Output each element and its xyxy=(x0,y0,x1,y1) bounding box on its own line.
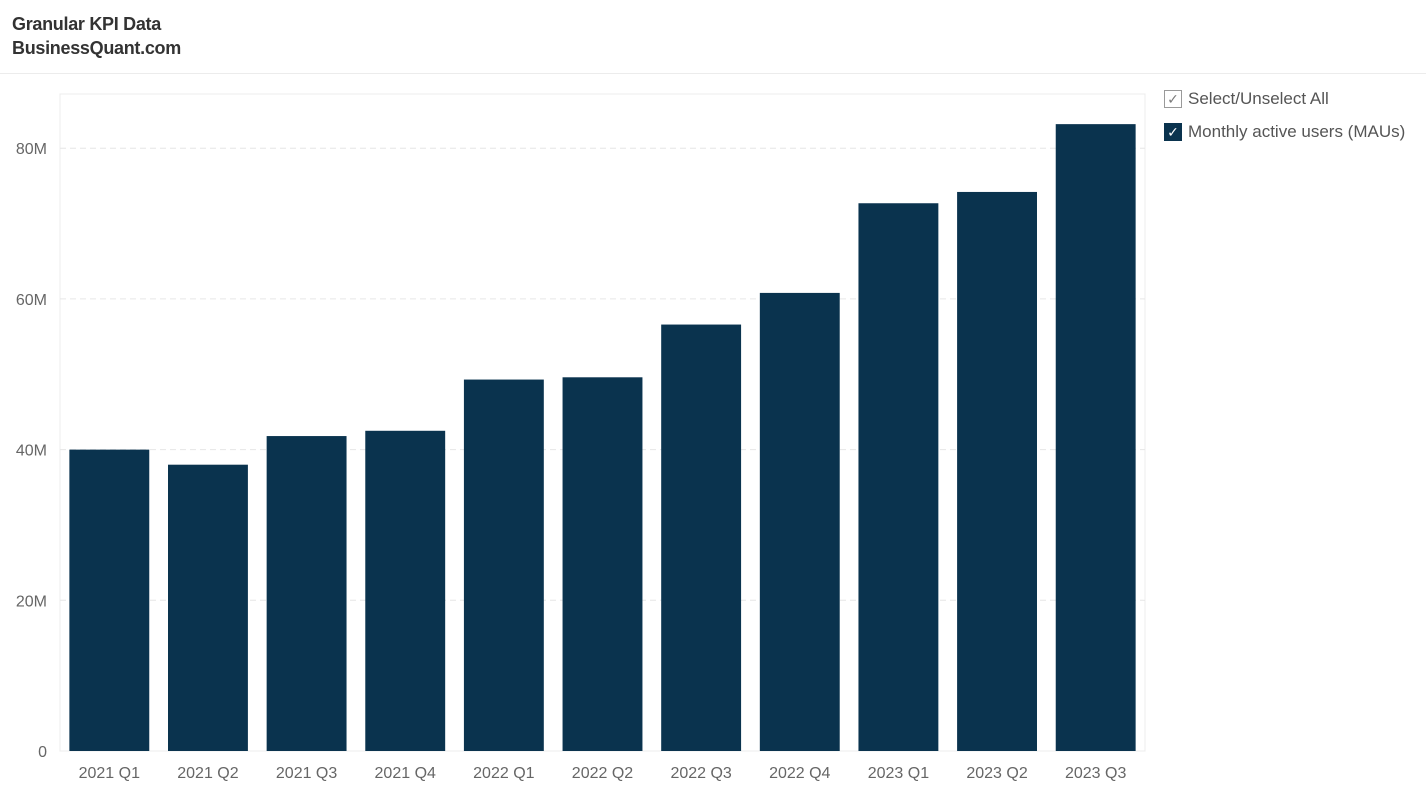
x-tick-label: 2021 Q3 xyxy=(276,765,337,782)
bar xyxy=(661,324,742,751)
bar xyxy=(957,191,1037,751)
x-tick-label: 2022 Q4 xyxy=(769,765,830,782)
bar xyxy=(1055,124,1136,751)
bar-chart: 0 20M 40M 60M 80M 2021 Q1 2021 Q2 2021 Q3 2021 Q… xyxy=(16,93,1146,782)
bar xyxy=(463,379,544,751)
y-tick-label: 80M xyxy=(16,141,47,158)
x-tick-label: 2021 Q4 xyxy=(375,765,436,782)
y-tick-label: 60M xyxy=(16,292,47,309)
x-tick-label: 2022 Q1 xyxy=(473,765,534,782)
bar xyxy=(858,203,939,752)
bar xyxy=(759,292,840,751)
series-label: Monthly active users (MAUs) xyxy=(1188,122,1406,141)
x-tick-label: 2023 Q1 xyxy=(868,765,929,782)
x-tick-label: 2022 Q3 xyxy=(670,765,731,782)
select-all-checkbox[interactable]: ✓ xyxy=(1164,90,1182,108)
x-tick-label: 2021 Q2 xyxy=(177,765,238,782)
y-tick-label: 0 xyxy=(38,744,47,761)
bar xyxy=(562,377,643,751)
bar xyxy=(168,464,248,751)
x-tick-label: 2022 Q2 xyxy=(572,765,633,782)
bar xyxy=(69,449,150,751)
select-all-toggle[interactable]: ✓ Select/Unselect All xyxy=(1164,88,1405,110)
series-checkbox[interactable]: ✓ xyxy=(1164,123,1182,141)
series-toggle-maus[interactable]: ✓ Monthly active users (MAUs) xyxy=(1164,121,1405,143)
x-tick-label: 2023 Q2 xyxy=(966,765,1027,782)
bar xyxy=(266,436,347,751)
y-tick-label: 40M xyxy=(16,443,47,460)
legend: ✓ Select/Unselect All ✓ Monthly active u… xyxy=(1164,88,1405,154)
x-tick-label: 2021 Q1 xyxy=(79,765,140,782)
page-subtitle: BusinessQuant.com xyxy=(12,38,181,58)
bar xyxy=(365,430,446,751)
select-all-label: Select/Unselect All xyxy=(1188,89,1329,108)
y-tick-label: 20M xyxy=(16,593,47,610)
header: Granular KPI Data BusinessQuant.com xyxy=(0,0,1426,74)
x-tick-label: 2023 Q3 xyxy=(1065,765,1126,782)
page-title: Granular KPI Data xyxy=(12,14,161,34)
